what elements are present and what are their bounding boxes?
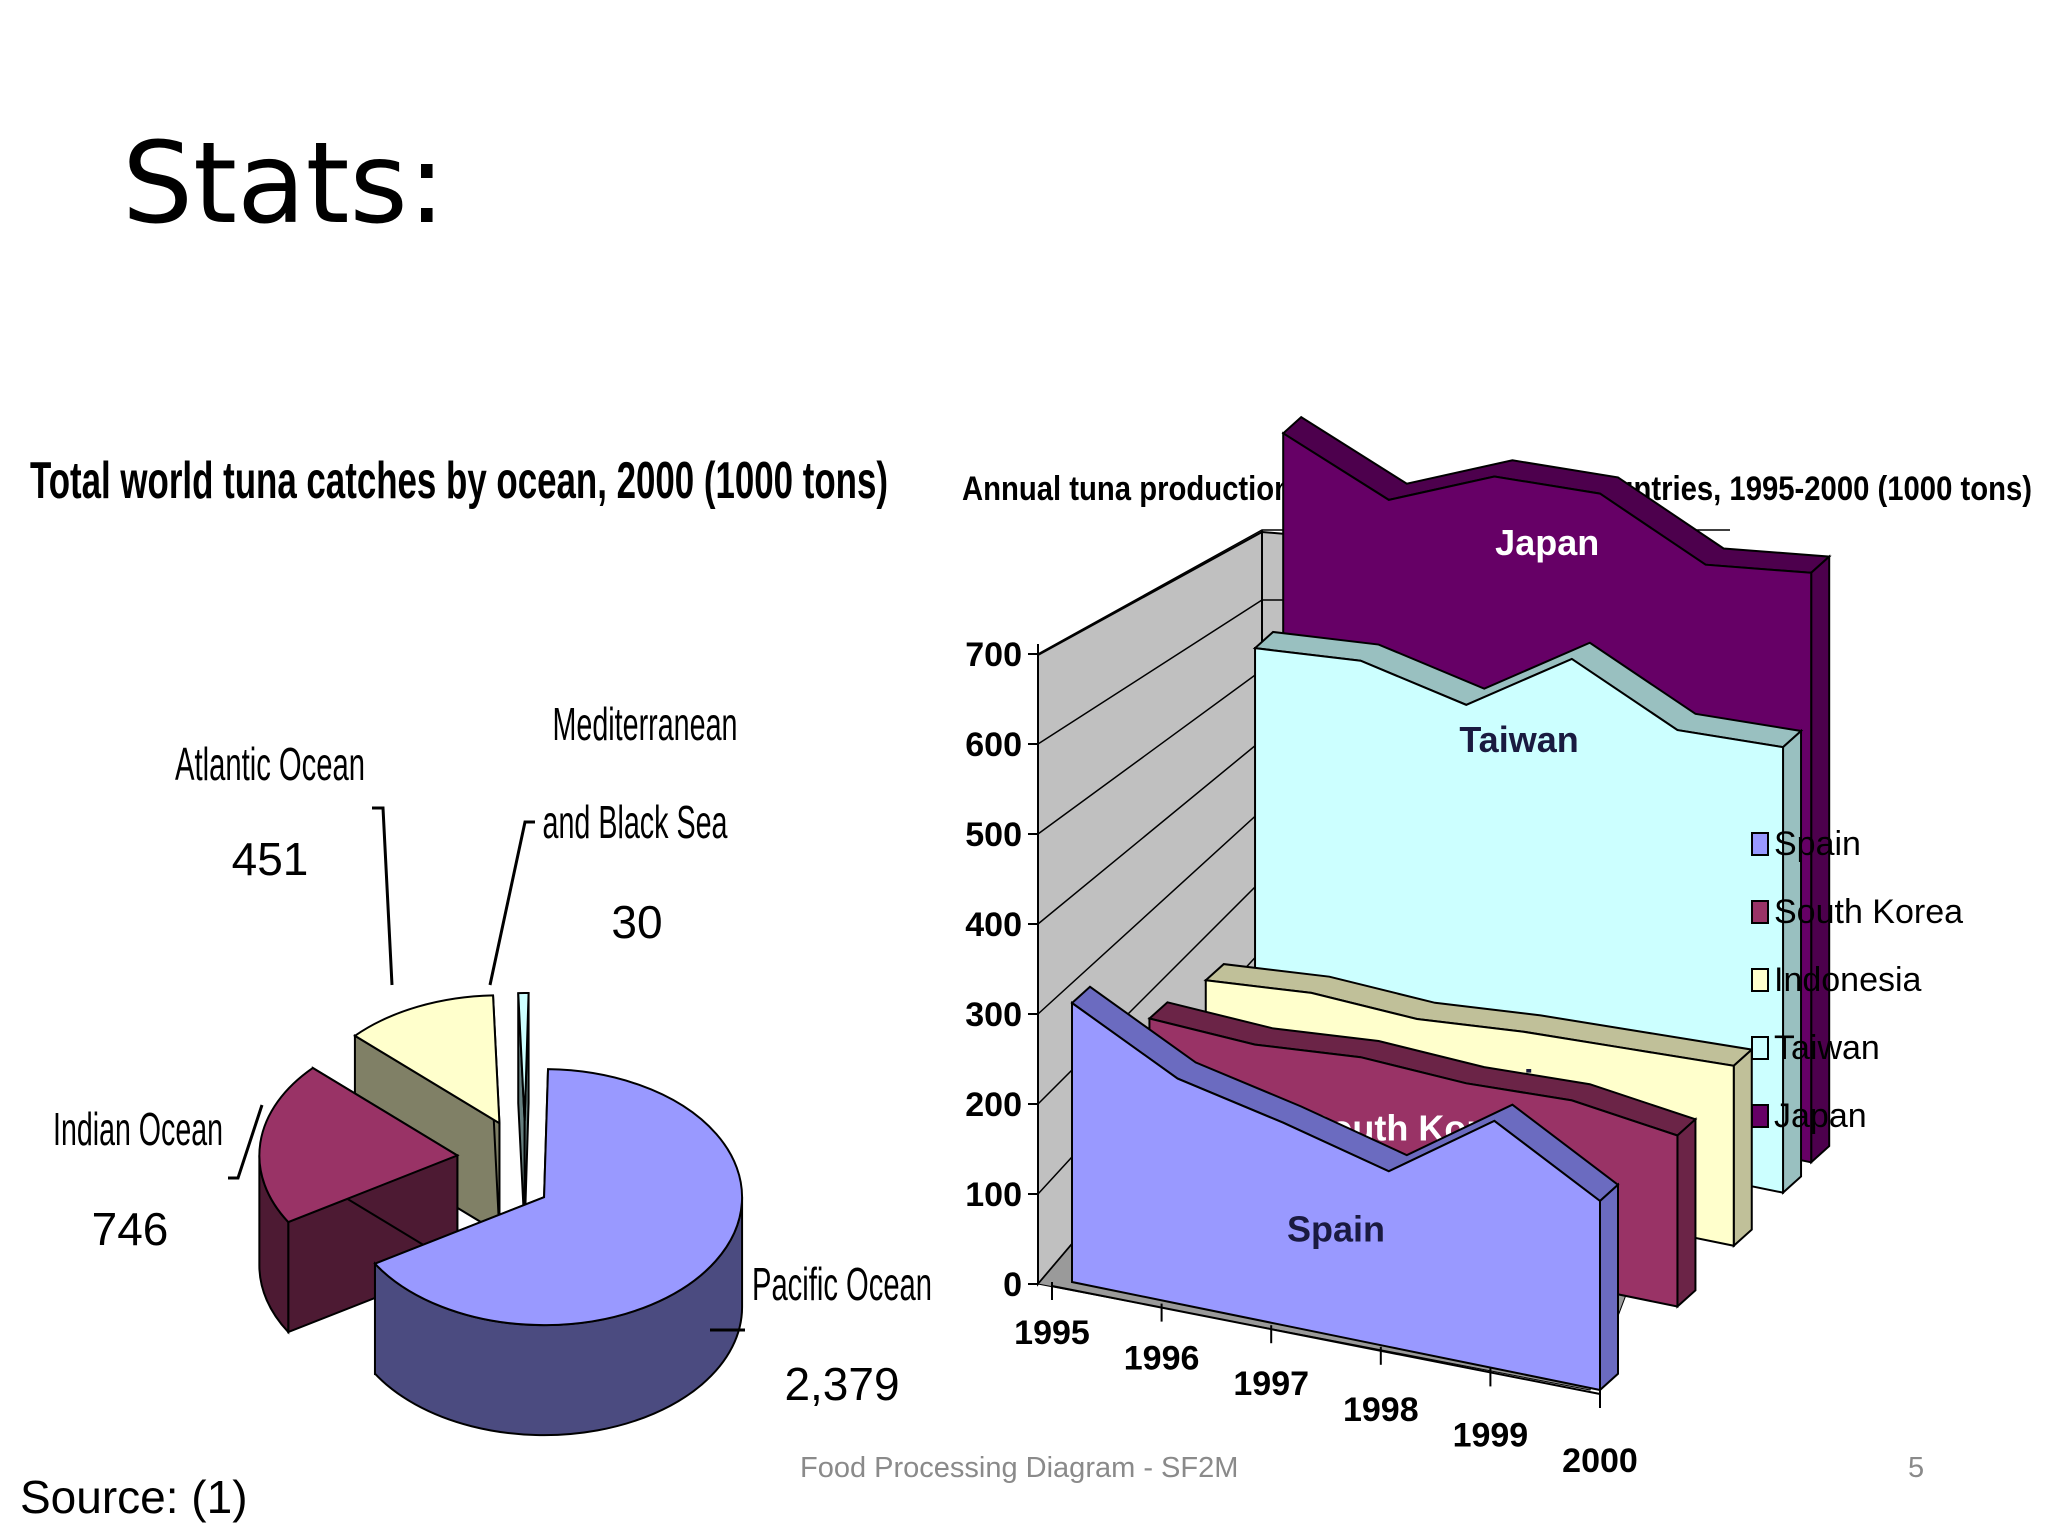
x-tick-label-1998: 1998 xyxy=(1343,1391,1419,1429)
slide-title: Stats: xyxy=(122,119,446,249)
series-spain: Spain xyxy=(1070,985,1620,1393)
y-tick-label-700: 700 xyxy=(965,636,1022,674)
legend-swatch-japan xyxy=(1751,1104,1769,1128)
slice-mediterranean-and-black-sea xyxy=(517,992,530,1232)
legend: Spain South Korea Indonesia Taiwan Japan xyxy=(1751,825,1963,1135)
x-tick-label-1996: 1996 xyxy=(1124,1340,1200,1378)
label-pacific-ocean: Pacific Ocean xyxy=(752,1258,932,1310)
pie-chart: Total world tuna catches by ocean, 2000 … xyxy=(30,452,932,1437)
x-axis: 1995 1996 1997 1998 1999 2000 xyxy=(1014,1282,1638,1480)
slice-pacific-ocean-top xyxy=(373,1068,744,1327)
series-indonesia-end-face xyxy=(1732,1047,1753,1249)
y-tick-label-600: 600 xyxy=(965,726,1022,764)
area-chart: Annual tuna production by major producin… xyxy=(962,415,2032,1480)
legend-label-indonesia: Indonesia xyxy=(1774,961,1922,999)
x-tick-label-1999: 1999 xyxy=(1453,1416,1529,1454)
slice-mediterranean-and-black-sea-top xyxy=(517,992,530,1122)
y-tick-label-200: 200 xyxy=(965,1086,1022,1124)
footer-text: Food Processing Diagram - SF2M xyxy=(800,1452,1239,1484)
label-mediterranean-line2: and Black Sea xyxy=(543,796,728,848)
legend-label-south-korea: South Korea xyxy=(1774,893,1963,931)
pie-labels: Atlantic Ocean 451 Mediterranean and Bla… xyxy=(53,698,932,1410)
series-label-taiwan: Taiwan xyxy=(1459,719,1578,760)
slice-pacific-ocean xyxy=(373,1068,744,1437)
leader-indian xyxy=(228,1104,264,1180)
y-axis: 0 100 200 300 400 500 600 700 xyxy=(965,636,1039,1304)
slice-indian-ocean xyxy=(258,1066,460,1335)
x-tick-label-1997: 1997 xyxy=(1233,1365,1309,1403)
series-label-japan: Japan xyxy=(1495,522,1599,563)
legend-swatch-indonesia xyxy=(1751,968,1769,992)
legend-label-spain: Spain xyxy=(1774,825,1861,863)
legend-swatch-south-korea xyxy=(1751,900,1769,924)
source-note: Source: (1) xyxy=(20,1471,248,1523)
slice-indian-ocean-top xyxy=(258,1066,460,1224)
series-south-korea-end-face xyxy=(1676,1117,1697,1309)
legend-swatch-taiwan xyxy=(1751,1036,1769,1060)
slice-atlantic-ocean xyxy=(353,994,501,1236)
legend-swatch-spain xyxy=(1751,832,1769,856)
page-number: 5 xyxy=(1908,1452,1925,1484)
x-axis-line xyxy=(1051,1285,1601,1395)
x-tick-label-1995: 1995 xyxy=(1014,1314,1090,1352)
legend-label-taiwan: Taiwan xyxy=(1774,1029,1880,1067)
leader-atlantic xyxy=(372,806,394,986)
y-tick-label-500: 500 xyxy=(965,816,1022,854)
legend-label-japan: Japan xyxy=(1774,1097,1867,1135)
value-indian-ocean: 746 xyxy=(92,1203,169,1255)
label-atlantic-ocean: Atlantic Ocean xyxy=(175,738,365,790)
value-mediterranean: 30 xyxy=(611,896,662,948)
label-mediterranean-line1: Mediterranean xyxy=(553,698,738,750)
y-tick-label-400: 400 xyxy=(965,906,1022,944)
value-pacific-ocean: 2,379 xyxy=(784,1358,899,1410)
x-tick-label-2000: 2000 xyxy=(1562,1442,1638,1480)
label-indian-ocean: Indian Ocean xyxy=(53,1103,223,1155)
pie-slices xyxy=(258,992,744,1437)
value-atlantic-ocean: 451 xyxy=(232,833,309,885)
y-tick-label-0: 0 xyxy=(1003,1266,1022,1304)
pie-leader-lines xyxy=(228,806,745,1332)
series-label-spain: Spain xyxy=(1287,1209,1385,1250)
pie-chart-title: Total world tuna catches by ocean, 2000 … xyxy=(30,452,888,510)
series-spain-end-face xyxy=(1599,1182,1619,1393)
y-tick-label-100: 100 xyxy=(965,1176,1022,1214)
leader-mediterranean xyxy=(488,820,535,986)
y-tick-label-300: 300 xyxy=(965,996,1022,1034)
slice-atlantic-ocean-top xyxy=(353,994,501,1126)
